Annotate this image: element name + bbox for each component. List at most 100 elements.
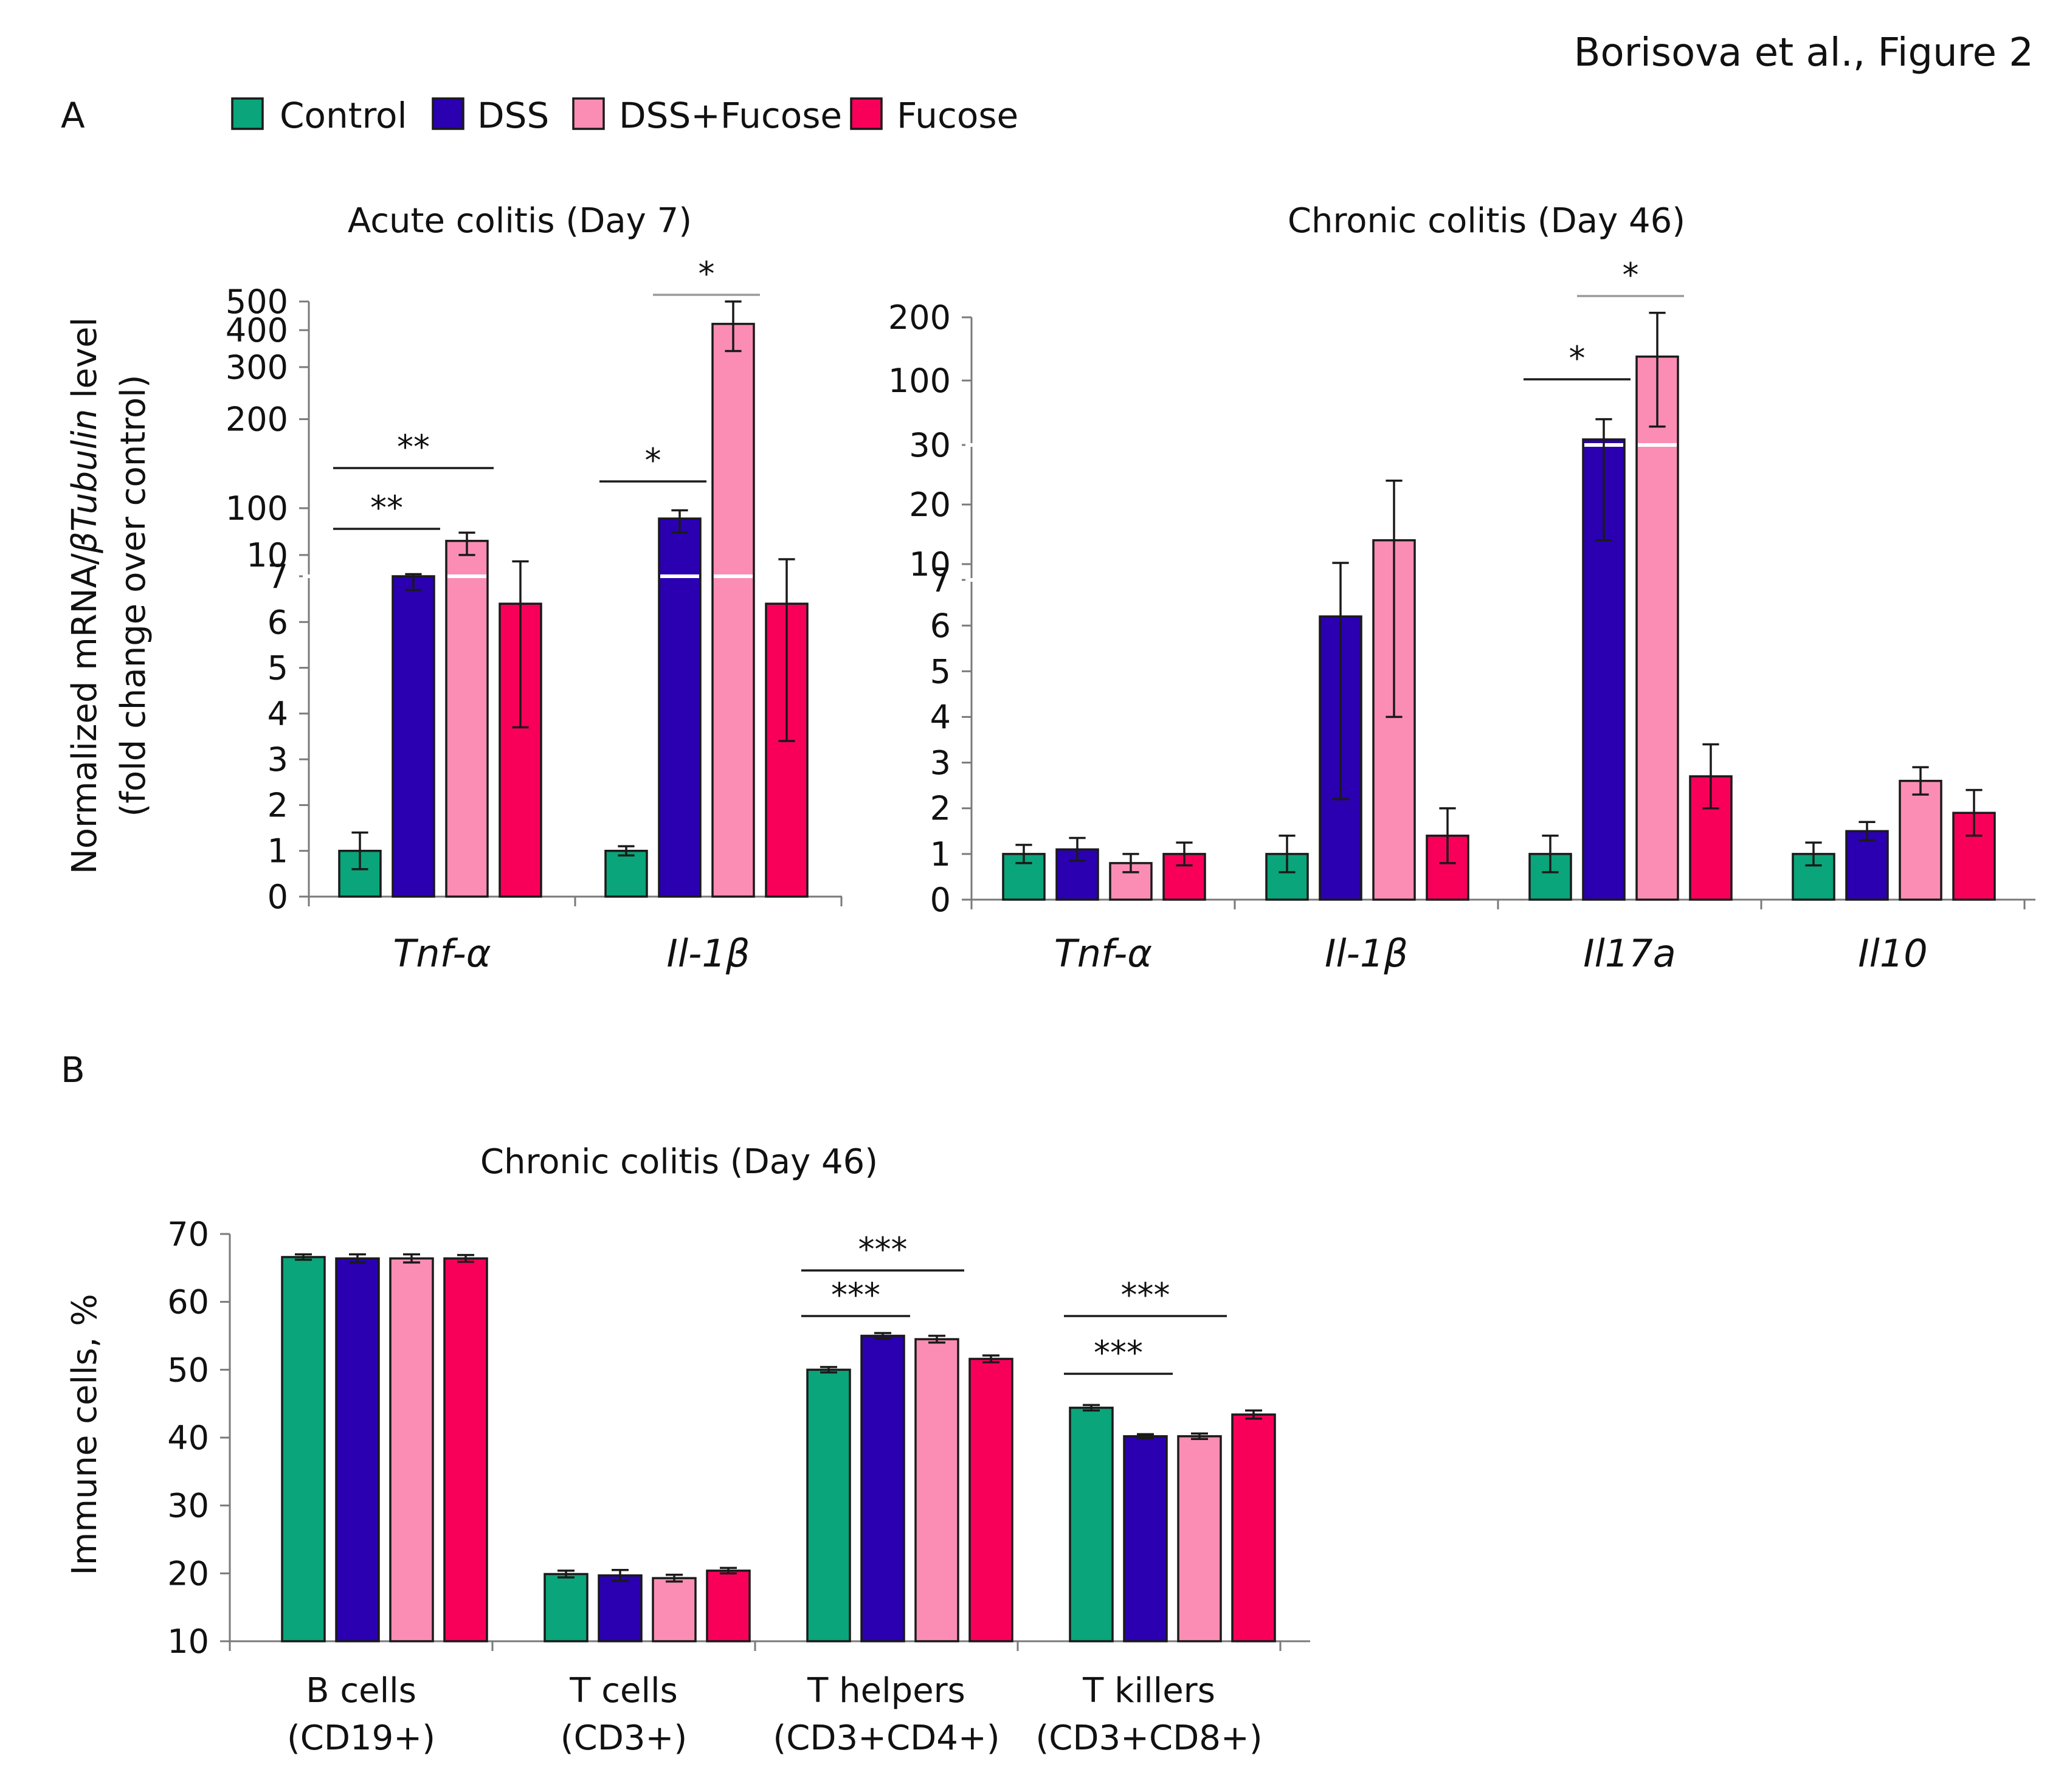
acute-ytick-label-100: 100 — [226, 489, 288, 528]
cells-bar-t-helpers-fucose-error-bar — [982, 1354, 999, 1363]
cells-bar-t-killers-fucose — [1231, 1413, 1276, 1642]
chronic-bar-il-1-control — [1265, 853, 1309, 901]
cells-significance-label-1: *** — [858, 1230, 908, 1269]
chronic-ytick-label-200: 200 — [888, 298, 951, 337]
acute-bar-il-1-dss-fucose-error-bar — [725, 300, 742, 353]
cells-bar-b-cells-fucose — [443, 1257, 488, 1642]
cells-bar-t-cells-dss-error-bar — [612, 1569, 629, 1582]
chronic-ytick-label-4: 4 — [930, 698, 951, 736]
chronic-ytick-label-5: 5 — [930, 652, 951, 691]
acute-ytick-label-500: 500 — [226, 283, 288, 321]
cells-bar-t-killers-dss-error-bar — [1137, 1433, 1154, 1439]
chronic-ytick-label-1: 1 — [930, 835, 951, 874]
cells-bar-t-cells-fucose-error-bar — [720, 1566, 737, 1575]
chronic-category-label-tnf: Tnf-α — [1054, 931, 1152, 976]
chronic-bar-il10-dss-error-bar — [1859, 821, 1876, 842]
acute-significance-label-2: * — [645, 441, 661, 480]
cells-title: Chronic colitis (Day 46) — [480, 1142, 878, 1182]
chart-acute: Acute colitis (Day 7) 0 1 2 3 4 5 6 710 100 200 300… — [226, 201, 843, 976]
acute-bar-tnf-dss-error-bar — [405, 573, 422, 591]
chronic-bar-il-1-dss-fucose-error-bar — [1386, 480, 1403, 719]
chronic-bar-il10-dss-fucose-error-bar — [1912, 766, 1929, 796]
chronic-ytick-label-7: 7 — [930, 561, 951, 599]
cells-category-label-b-cells-1: (CD19+) — [287, 1718, 435, 1758]
acute-bar-il-1-control — [604, 849, 648, 898]
acute-ytick-label-300: 300 — [226, 348, 288, 387]
cells-bar-b-cells-dss-fucose — [389, 1257, 434, 1642]
cells-ytick-label-70: 70 — [167, 1215, 209, 1253]
acute-title: Acute colitis (Day 7) — [348, 201, 692, 241]
chronic-bar-il17a-control-error-bar — [1542, 835, 1559, 874]
cells-bar-t-helpers-fucose — [968, 1357, 1013, 1642]
panel-a-y-axis-label-2: (fold change over control) — [114, 374, 153, 816]
cells-ytick-label-60: 60 — [167, 1283, 209, 1322]
acute-bar-il-1-control-error-bar — [618, 845, 635, 856]
acute-ytick-label-1: 1 — [267, 832, 288, 870]
cells-bar-t-helpers-dss-fucose — [914, 1338, 959, 1642]
cells-category-label-t-killers: T killers — [1082, 1671, 1215, 1711]
cells-bar-t-killers-dss-fucose-error-bar — [1191, 1432, 1208, 1440]
chronic-bar-il-1-control-error-bar — [1279, 835, 1296, 874]
chart-chronic: Chronic colitis (Day 46) 0 1 2 3 4 5 6 710 20 30 10… — [888, 201, 2035, 976]
legend-label-dss: DSS — [477, 95, 549, 136]
legend-swatch-dss — [432, 97, 464, 130]
chronic-bar-il-1-fucose-error-bar — [1439, 807, 1456, 864]
cells-ytick-label-30: 30 — [167, 1487, 209, 1525]
acute-significance-label-0: ** — [370, 489, 403, 527]
cells-bar-t-cells-control-error-bar — [557, 1570, 575, 1579]
acute-bar-il-1-dss-fucose — [711, 323, 755, 898]
cells-ytick-label-20: 20 — [167, 1554, 209, 1593]
chronic-bar-tnf-fucose-error-bar — [1176, 841, 1193, 867]
cells-significance-label-2: *** — [1094, 1334, 1143, 1372]
acute-bar-tnf-dss-fucose — [445, 540, 489, 898]
cells-bar-t-helpers-dss-error-bar — [874, 1332, 891, 1340]
acute-ytick-label-400: 400 — [226, 311, 288, 350]
chronic-bar-il17a-dss-error-bar — [1595, 418, 1612, 542]
cells-bar-t-helpers-dss-fucose-error-bar — [928, 1334, 945, 1344]
chronic-bar-il10-control-error-bar — [1805, 841, 1822, 867]
cells-bar-t-killers-control — [1069, 1407, 1114, 1642]
chronic-category-label-il-1: Il-1β — [1325, 931, 1408, 976]
acute-bar-tnf-dss-fucose-error-bar — [458, 531, 475, 556]
cells-bar-t-cells-dss-fucose-error-bar — [666, 1573, 683, 1583]
chronic-ytick-label-100: 100 — [888, 362, 951, 400]
chronic-ytick-label-3: 3 — [930, 744, 951, 782]
acute-ytick-label-0: 0 — [267, 878, 288, 916]
cells-bar-t-killers-dss — [1123, 1435, 1168, 1642]
cells-category-label-t-cells: T cells — [569, 1671, 678, 1711]
cells-bar-t-killers-dss-fucose — [1177, 1435, 1222, 1642]
cells-bar-t-cells-fucose — [706, 1570, 751, 1642]
cells-bar-t-cells-dss — [598, 1574, 643, 1642]
legend-label-fucose: Fucose — [897, 95, 1018, 136]
figure-label: Borisova et al., Figure 2 — [1574, 30, 2034, 75]
acute-ytick-label-10: 10 — [246, 536, 288, 574]
acute-ytick-label-5: 5 — [267, 649, 288, 688]
cells-category-label-t-helpers: T helpers — [807, 1671, 965, 1711]
cells-bar-b-cells-dss-error-bar — [349, 1253, 366, 1264]
cells-bar-t-cells-control — [544, 1573, 588, 1642]
chronic-bar-il-1-dss-error-bar — [1332, 562, 1349, 801]
chronic-bar-tnf-dss-error-bar — [1069, 836, 1086, 862]
cells-ytick-label-10: 10 — [167, 1622, 209, 1661]
legend-swatch-fucose — [850, 97, 883, 130]
acute-ytick-label-6: 6 — [267, 603, 288, 641]
chronic-ytick-label-0: 0 — [930, 881, 951, 919]
acute-bar-tnf-dss — [392, 575, 435, 898]
cells-bar-b-cells-dss-fucose-error-bar — [403, 1253, 420, 1264]
chronic-category-label-il10: Il10 — [1858, 931, 1927, 976]
acute-bar-tnf-fucose-error-bar — [512, 560, 529, 729]
chronic-bar-tnf-control-error-bar — [1015, 844, 1032, 864]
cells-ytick-label-50: 50 — [167, 1351, 209, 1389]
acute-significance-label-3: * — [699, 255, 715, 293]
chronic-bar-il10-fucose-error-bar — [1966, 788, 1983, 837]
legend-swatch-dss-fucose — [572, 97, 605, 130]
chronic-significance-label-0: * — [1569, 339, 1586, 377]
chronic-bar-il10-dss — [1845, 830, 1889, 901]
chronic-bar-il17a-dss-fucose — [1635, 355, 1679, 901]
chronic-ytick-label-20: 20 — [909, 486, 951, 524]
acute-bar-il-1-dss-error-bar — [671, 509, 688, 534]
acute-ytick-label-3: 3 — [267, 740, 288, 779]
acute-bar-tnf-control-error-bar — [351, 831, 368, 870]
chronic-significance-label-1: * — [1623, 256, 1639, 294]
